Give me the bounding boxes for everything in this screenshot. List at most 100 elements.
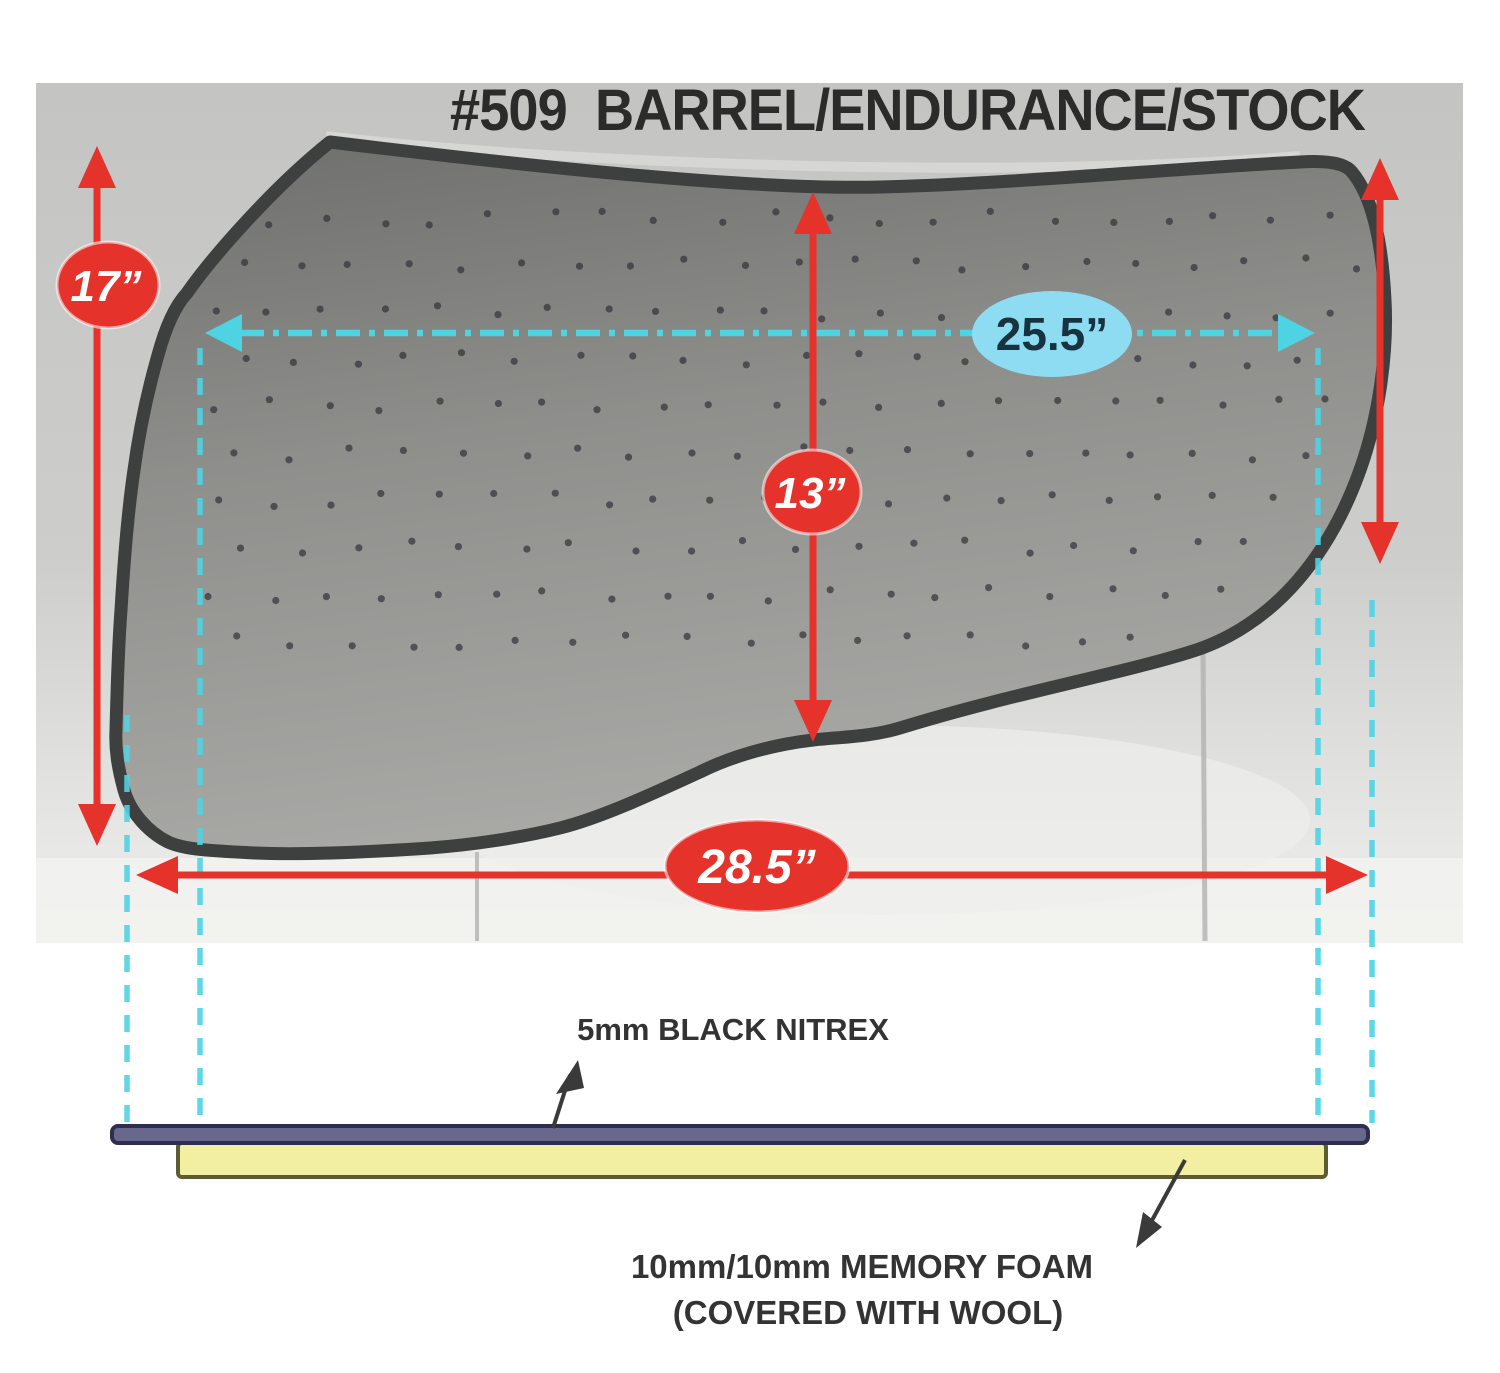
perforation-dot [937,399,945,407]
perforation-dot [323,214,331,222]
perforation-dot [1134,355,1142,363]
perforation-dot [457,266,465,274]
perforation-dot [719,218,727,226]
perforation-dot [1217,585,1225,593]
perforation-dot [490,489,498,498]
perforation-dot [212,307,220,315]
perforation-dot [538,398,546,406]
perforation-dot [1082,449,1090,457]
perforation-dot [716,306,725,314]
nitrex-layer [110,1124,1370,1145]
perforation-dot [241,258,249,266]
perforation-dot [1022,263,1030,271]
perforation-dot [958,266,966,274]
dim-17-badge [55,240,161,330]
page-title: #509 BARREL/ENDURANCE/STOCK [450,78,1366,143]
perforation-dot [660,403,668,411]
perforation-dot [994,397,1003,405]
perforation-dot [997,497,1005,505]
perforation-dot [1161,591,1169,600]
perforation-dot [242,354,250,363]
perforation-dot [943,494,951,502]
perforation-dot [399,351,407,359]
perforation-dot [1293,356,1301,364]
perforation-dot [316,305,324,313]
perforation-dot [966,450,974,458]
perforation-dot [1302,254,1310,262]
perforation-dot [1209,212,1217,220]
perforation-dot [764,597,772,605]
perforation-dot [455,643,463,652]
arrowhead-right-icon [1326,856,1368,894]
dim-25-badge [972,291,1132,377]
perforation-dot [348,642,356,650]
perforation-dot [1165,308,1173,316]
arrowhead-right-icon [1278,314,1315,352]
perforation-dot [986,207,994,215]
perforation-dot [1078,638,1087,646]
perforation-dot [493,590,501,598]
perforation-dot [270,502,278,510]
perforation-dot [875,403,883,411]
perforation-dot [649,495,657,503]
perforation-dot [803,351,811,359]
perforation-dot [538,587,546,595]
perforation-dot [434,591,442,599]
perforation-dot [1326,309,1334,317]
perforation-dot [381,305,390,313]
perforation-dot [1048,491,1056,499]
foam-leader-line [1148,1159,1187,1225]
perforation-dot [747,639,755,647]
perforation-dot [1126,633,1134,641]
perforation-dot [265,396,273,404]
arrowhead-down-icon [78,804,116,846]
perforation-dot [800,443,808,451]
perforation-dot [1022,642,1030,650]
perforation-dot [706,496,714,504]
perforation-dot [355,544,363,552]
perforation-dot [593,406,601,414]
perforation-dot [791,545,800,554]
perforation-dot [855,542,863,550]
perforation-dot [1275,395,1283,403]
perforation-dot [1026,549,1034,557]
perforation-dot [704,401,712,409]
perforation-dot [1083,257,1091,266]
nitrex-label: 5mm BLACK NITREX [577,1012,889,1047]
perforation-dot [1054,396,1062,405]
perforation-dot [543,303,551,311]
perforation-dot [937,314,946,322]
foam-label-line2: (COVERED WITH WOOL) [673,1294,1063,1331]
perforation-dot [345,444,353,452]
perforation-dot [1302,452,1310,460]
perforation-dot [913,353,921,361]
dim-28-badge [663,818,851,914]
arrowhead-up-icon [794,192,832,234]
perforation-dot [511,636,519,645]
arrowhead-up-icon [78,146,116,188]
nitrex-callout: 5mm BLACK NITREX [551,1012,889,1129]
perforation-dot [327,501,335,509]
perforation-dot [1046,593,1054,601]
background-seam-right [1200,647,1208,942]
perforation-dot [375,407,383,415]
perforation-dot [552,208,560,216]
perforation-dot [285,456,293,464]
perforation-dot [322,593,330,601]
arrowhead-down-icon [1361,522,1399,564]
perforation-dot [204,592,212,601]
perforation-dot [1105,496,1113,504]
dim-28-label: 28.5” [697,841,815,894]
perforation-dot [457,349,466,357]
perforation-dot [855,350,863,358]
perforation-dot [1189,361,1197,369]
perforation-dot [1219,401,1227,409]
perforation-dot [215,496,223,504]
perforation-dot [742,361,750,369]
dim-25-label: 25.5” [996,308,1109,360]
perforation-dot [966,631,974,639]
perforation-dot [1129,547,1137,555]
perforation-dot [826,214,834,222]
perforation-dot [574,444,582,452]
